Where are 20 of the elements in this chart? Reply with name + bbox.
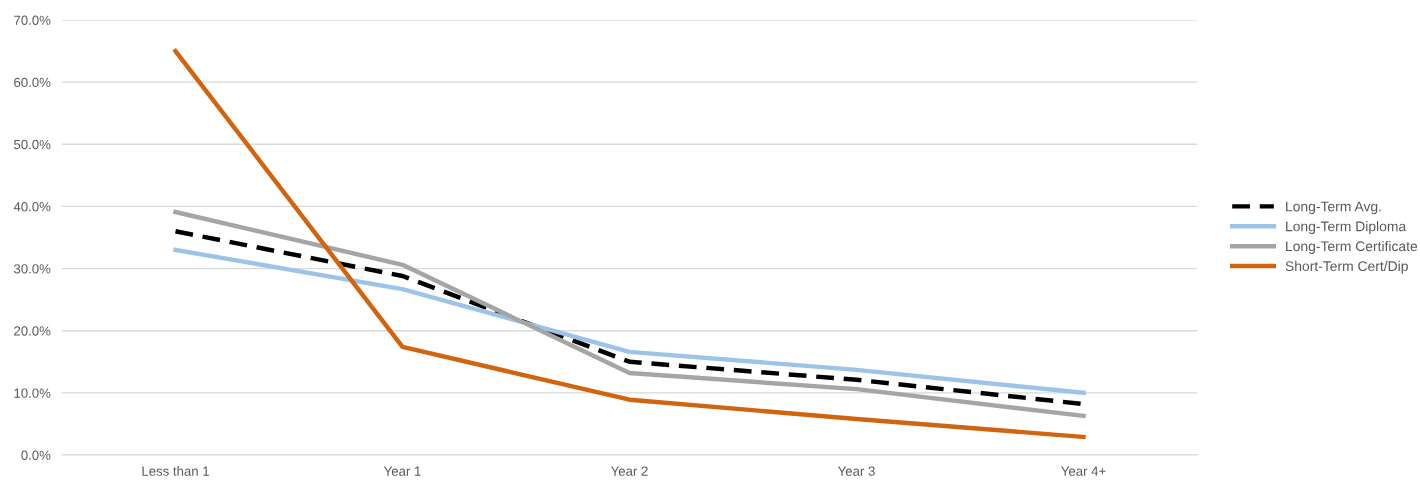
legend-label: Long-Term Certificate bbox=[1286, 240, 1418, 254]
line-series bbox=[173, 48, 1086, 440]
y-tick-label: 30.0% bbox=[13, 264, 51, 274]
x-tick-label: Year 4+ bbox=[1061, 466, 1106, 476]
x-tick-label: Year 1 bbox=[383, 466, 421, 476]
legend-label: Long-Term Diploma bbox=[1286, 221, 1407, 235]
x-tick-label: Less than 1 bbox=[142, 466, 209, 476]
x-tick-label: Year 2 bbox=[610, 466, 648, 476]
y-tick-label: 0.0% bbox=[21, 450, 51, 460]
y-tick-label: 40.0% bbox=[13, 202, 51, 212]
legend-label: Long-Term Avg. bbox=[1286, 201, 1381, 215]
line-series bbox=[173, 209, 1086, 419]
y-tick-label: 20.0% bbox=[14, 326, 51, 336]
x-tick-label: Year 3 bbox=[837, 466, 875, 476]
y-tick-label: 60.0% bbox=[14, 77, 51, 88]
legend-label: Short-Term Cert/Dip bbox=[1285, 260, 1408, 274]
y-tick-label: 70.0% bbox=[14, 15, 51, 25]
y-tick-label: 50.0% bbox=[14, 139, 51, 150]
y-tick-label: 10.0% bbox=[14, 388, 51, 398]
line-series bbox=[173, 247, 1086, 396]
